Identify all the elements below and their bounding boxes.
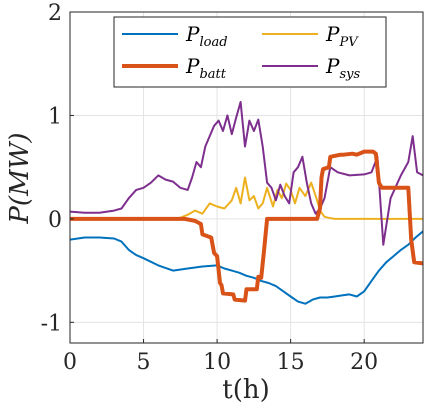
legend: Pload PPV Pbatt Psys [113, 16, 387, 88]
legend-box [113, 16, 387, 88]
legend-label-pv: PPV [325, 22, 359, 50]
series-line-p-batt [70, 149, 423, 303]
y-tick-label: 0 [48, 208, 62, 233]
x-tick-label: 5 [137, 350, 151, 375]
x-tick-label: 0 [63, 350, 77, 375]
series-layer [70, 101, 423, 305]
plot-frame [69, 11, 424, 344]
x-tick-label: 10 [203, 350, 231, 375]
y-tick-label: -1 [41, 311, 62, 336]
legend-label-load: Pload [185, 22, 228, 50]
y-axis-title: P(MW) [5, 132, 35, 224]
series-line-p-sys [70, 101, 423, 246]
series-line-p-load [70, 230, 423, 305]
tick-marks [69, 11, 365, 343]
series-line-p-pv [70, 176, 423, 220]
legend-label-sys: Psys [325, 54, 360, 82]
x-tick-label: 20 [350, 350, 378, 375]
y-tick-label: 2 [48, 1, 62, 26]
legend-label-batt: Pbatt [185, 54, 227, 82]
y-tick-label: 1 [48, 104, 62, 129]
x-tick-label: 15 [277, 350, 305, 375]
x-axis-title: t(h) [222, 375, 269, 405]
